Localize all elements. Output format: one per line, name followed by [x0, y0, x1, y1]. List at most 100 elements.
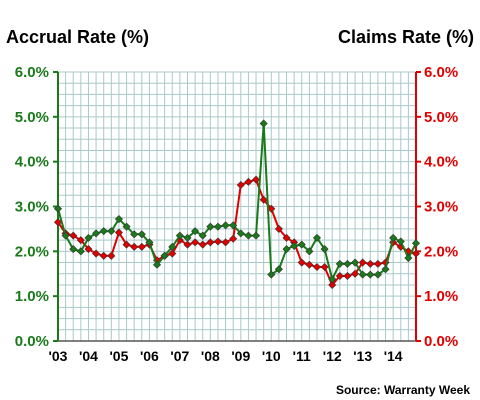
y-left-tick-label: 0.0% — [15, 333, 49, 350]
accrual-marker — [221, 221, 230, 230]
accrual-marker — [236, 229, 245, 238]
accrual-marker — [168, 242, 177, 251]
claims-marker — [53, 218, 63, 227]
x-tick-label: '03 — [49, 348, 68, 364]
accrual-marker — [114, 215, 123, 224]
accrual-marker — [92, 229, 101, 238]
x-tick-label: '14 — [384, 348, 403, 364]
x-tick-label: '11 — [293, 348, 311, 364]
accrual-marker — [76, 247, 85, 256]
accrual-rate-title: Accrual Rate (%) — [6, 27, 149, 47]
accrual-marker — [69, 245, 78, 254]
y-left-tick-label: 3.0% — [15, 199, 49, 216]
accrual-marker — [99, 227, 108, 236]
accrual-marker — [252, 231, 261, 240]
accrual-marker — [411, 239, 421, 248]
claims-marker — [305, 260, 314, 269]
accrual-marker — [107, 227, 116, 236]
x-tick-label: '10 — [262, 348, 281, 364]
y-left-tick-label: 5.0% — [15, 109, 49, 126]
left-y-axis-ticks: 0.0% 1.0% 2.0% 3.0% 4.0% 5.0% 6.0% — [15, 64, 58, 350]
claims-marker — [168, 249, 177, 258]
claims-marker — [312, 263, 322, 272]
source-label: Source: Warranty Week — [336, 383, 470, 397]
accrual-marker — [259, 119, 268, 128]
accrual-marker — [328, 275, 337, 284]
accrual-marker — [191, 227, 200, 236]
y-left-tick-label: 1.0% — [15, 288, 49, 305]
accrual-marker — [175, 231, 184, 240]
claims-marker — [137, 242, 146, 251]
x-tick-label: '07 — [170, 348, 189, 364]
claims-marker — [213, 237, 222, 246]
claims-marker — [373, 259, 382, 268]
accrual-marker — [312, 233, 322, 242]
accrual-marker — [244, 231, 253, 240]
claims-marker — [183, 240, 192, 249]
accrual-marker — [206, 222, 215, 231]
claims-rate-title: Claims Rate (%) — [338, 27, 474, 47]
x-tick-label: '04 — [79, 348, 98, 364]
y-right-tick-label: 5.0% — [424, 109, 458, 126]
accrual-marker — [366, 270, 375, 279]
claims-marker — [130, 242, 139, 251]
claims-marker — [328, 280, 337, 289]
accrual-marker — [404, 254, 413, 263]
x-tick-label: '09 — [231, 348, 250, 364]
accrual-marker — [305, 247, 314, 256]
accrual-marker — [389, 233, 398, 242]
claims-marker — [259, 195, 268, 204]
x-tick-label: '05 — [109, 348, 128, 364]
y-left-tick-label: 2.0% — [15, 243, 49, 260]
claims-marker — [282, 233, 291, 242]
accrual-marker — [130, 230, 139, 239]
y-left-tick-label: 4.0% — [15, 154, 49, 171]
claims-marker — [122, 240, 131, 249]
x-tick-label: '12 — [323, 348, 342, 364]
claims-marker — [358, 258, 367, 267]
claims-marker — [229, 234, 238, 243]
claims-marker — [366, 259, 375, 268]
claims-marker — [274, 224, 283, 233]
accrual-marker — [122, 222, 131, 231]
accrual-marker — [53, 204, 63, 213]
accrual-series — [53, 119, 421, 284]
claims-marker — [343, 271, 352, 281]
claims-marker — [99, 251, 108, 260]
accrual-marker — [282, 245, 291, 254]
claims-marker — [335, 271, 344, 281]
x-tick-label: '08 — [201, 348, 220, 364]
accrual-marker — [335, 259, 344, 268]
right-y-axis-ticks: 0.0% 1.0% 2.0% 3.0% 4.0% 5.0% 6.0% — [416, 64, 458, 350]
y-right-tick-label: 1.0% — [424, 288, 458, 305]
accrual-marker — [351, 258, 360, 267]
accrual-marker — [297, 240, 306, 249]
accrual-marker — [152, 260, 162, 269]
claims-marker — [76, 236, 85, 245]
claims-marker — [297, 258, 306, 267]
claims-marker — [351, 269, 360, 278]
accrual-marker — [381, 265, 390, 274]
accrual-marker — [183, 233, 192, 242]
accrual-marker — [213, 222, 222, 231]
claims-marker — [198, 240, 207, 249]
claims-marker — [252, 175, 261, 184]
accrual-marker — [267, 270, 276, 279]
y-right-tick-label: 2.0% — [424, 243, 458, 260]
accrual-marker — [137, 230, 146, 239]
claims-marker — [84, 245, 93, 254]
y-right-tick-label: 3.0% — [424, 199, 458, 216]
accrual-marker — [343, 259, 352, 268]
claims-marker — [221, 238, 230, 247]
claims-marker — [244, 177, 253, 186]
claims-marker — [69, 231, 78, 240]
grid-lines — [57, 71, 417, 342]
claims-marker — [114, 228, 123, 237]
claims-marker — [320, 263, 329, 272]
y-right-tick-label: 4.0% — [424, 154, 458, 171]
claims-marker — [92, 249, 101, 258]
y-right-tick-label: 0.0% — [424, 333, 458, 350]
accrual-marker — [320, 245, 329, 254]
claims-marker — [107, 251, 116, 260]
